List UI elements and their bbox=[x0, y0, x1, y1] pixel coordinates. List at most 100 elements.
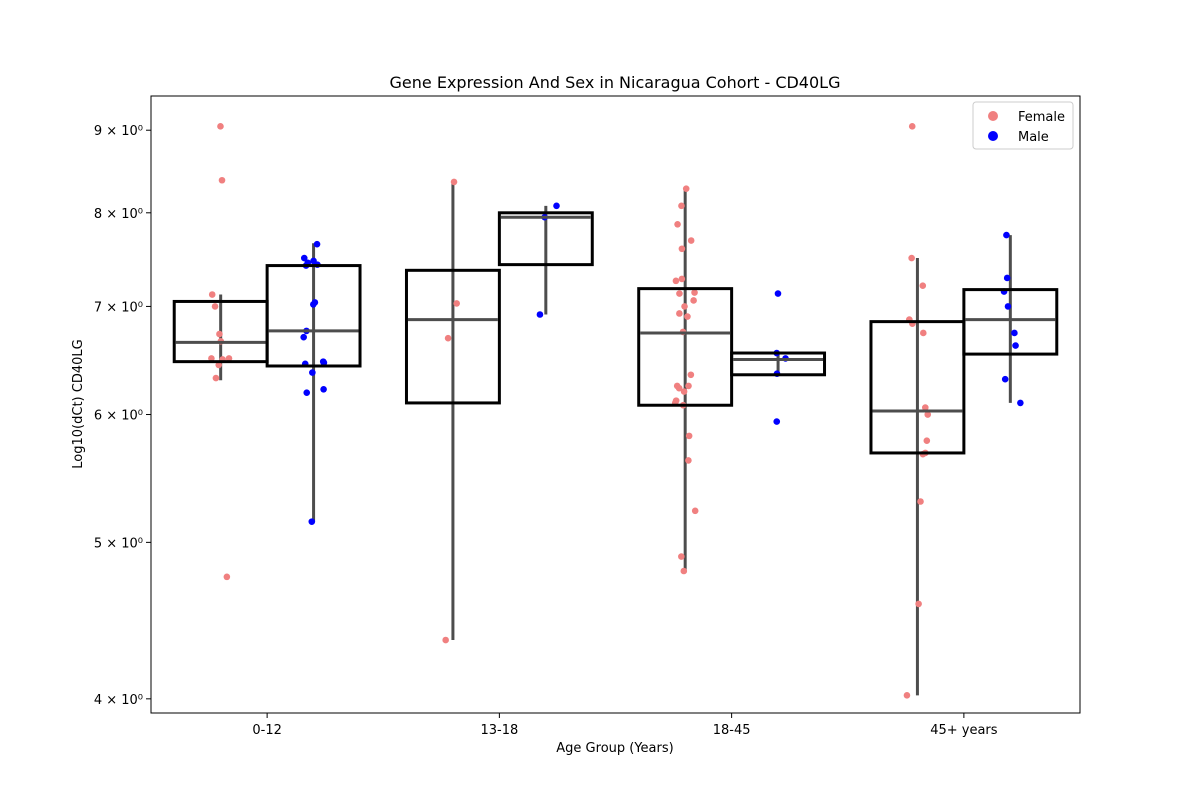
data-point-6-7 bbox=[924, 411, 932, 418]
data-point-1-1 bbox=[300, 254, 308, 262]
data-point-4-15 bbox=[685, 382, 692, 390]
data-point-0-11 bbox=[223, 573, 231, 581]
y-tick-label-0: 4 × 10⁰ bbox=[94, 693, 143, 708]
data-point-4-8 bbox=[676, 290, 683, 297]
data-point-4-2 bbox=[674, 220, 681, 228]
data-point-0-7 bbox=[225, 355, 233, 362]
box-group-4 bbox=[637, 185, 734, 575]
data-point-0-3 bbox=[211, 303, 219, 310]
data-point-4-23 bbox=[685, 457, 692, 464]
data-point-0-4 bbox=[216, 330, 223, 338]
box-2 bbox=[404, 268, 501, 405]
data-point-6-6 bbox=[922, 404, 929, 411]
data-point-4-11 bbox=[676, 310, 683, 317]
box-1 bbox=[265, 264, 362, 368]
data-point-0-9 bbox=[215, 361, 223, 369]
data-point-1-14 bbox=[320, 385, 327, 393]
box-5 bbox=[730, 351, 827, 377]
chart-title: Gene Expression And Sex in Nicaragua Coh… bbox=[390, 73, 841, 92]
box-group-1 bbox=[265, 240, 362, 525]
data-point-0-1 bbox=[218, 176, 226, 184]
data-point-7-5 bbox=[1012, 342, 1019, 349]
data-point-1-0 bbox=[313, 240, 321, 248]
data-point-6-8 bbox=[923, 437, 931, 445]
data-point-5-4 bbox=[773, 418, 781, 425]
data-point-4-3 bbox=[687, 237, 695, 244]
data-point-1-7 bbox=[309, 301, 317, 308]
legend-frame bbox=[972, 101, 1074, 150]
legend: Female Male bbox=[972, 101, 1074, 150]
plot-area: 4 × 10⁰ 5 × 10⁰ 6 × 10⁰ 7 × 10⁰ 8 × 10⁰ 9 × 1… bbox=[94, 123, 1059, 738]
data-point-4-7 bbox=[691, 289, 698, 296]
data-point-0-10 bbox=[212, 374, 220, 382]
data-point-0-0 bbox=[217, 123, 224, 130]
y-axis-label: Log10(dCt) CD40LG bbox=[71, 339, 86, 468]
data-point-7-4 bbox=[1011, 329, 1018, 337]
box-group-5 bbox=[730, 290, 827, 425]
box-6 bbox=[869, 320, 966, 455]
legend-label-1: Male bbox=[1018, 130, 1049, 145]
legend-marker-0 bbox=[988, 111, 998, 121]
x-tick-label-3: 45+ years bbox=[930, 723, 998, 738]
data-point-6-5 bbox=[919, 329, 927, 337]
box-group-6 bbox=[869, 123, 966, 699]
x-tick-label-0: 0-12 bbox=[252, 723, 282, 738]
data-point-4-25 bbox=[678, 553, 685, 560]
data-point-3-2 bbox=[536, 311, 544, 318]
data-point-4-9 bbox=[690, 297, 697, 304]
x-tick-label-1: 13-18 bbox=[480, 723, 518, 738]
data-point-6-12 bbox=[915, 600, 922, 608]
y-tick-label-2: 6 × 10⁰ bbox=[94, 409, 143, 424]
box-group-7 bbox=[962, 231, 1059, 407]
data-point-2-1 bbox=[453, 300, 461, 307]
data-point-1-16 bbox=[308, 518, 316, 525]
data-point-7-7 bbox=[1017, 399, 1024, 407]
data-point-4-14 bbox=[687, 371, 695, 379]
data-point-1-9 bbox=[300, 333, 307, 341]
legend-label-0: Female bbox=[1018, 110, 1065, 125]
data-point-5-0 bbox=[774, 290, 782, 297]
data-point-1-15 bbox=[303, 389, 311, 396]
box-3 bbox=[497, 211, 594, 267]
data-point-4-0 bbox=[682, 185, 690, 192]
data-point-6-11 bbox=[917, 498, 924, 505]
data-point-4-17 bbox=[675, 384, 683, 392]
y-tick-label-1: 5 × 10⁰ bbox=[94, 536, 143, 551]
data-point-1-11 bbox=[320, 359, 328, 367]
data-point-4-18 bbox=[680, 388, 688, 395]
data-point-4-5 bbox=[678, 275, 686, 283]
data-point-0-2 bbox=[208, 291, 216, 298]
data-point-3-0 bbox=[553, 202, 560, 210]
box-4 bbox=[637, 287, 734, 407]
data-point-2-2 bbox=[444, 334, 452, 342]
data-point-4-4 bbox=[678, 245, 686, 253]
data-point-4-10 bbox=[681, 303, 688, 310]
data-point-2-3 bbox=[442, 636, 449, 644]
data-point-6-13 bbox=[903, 692, 911, 699]
data-point-7-0 bbox=[1003, 231, 1010, 239]
data-point-4-22 bbox=[685, 432, 693, 440]
data-point-0-6 bbox=[208, 355, 215, 362]
plot-frame bbox=[150, 95, 1081, 714]
data-point-4-1 bbox=[678, 202, 685, 210]
data-point-4-6 bbox=[672, 277, 680, 285]
box-7 bbox=[962, 288, 1059, 356]
data-point-6-1 bbox=[908, 254, 915, 262]
data-point-7-1 bbox=[1003, 274, 1011, 282]
data-point-6-0 bbox=[908, 123, 916, 130]
y-tick-label-3: 7 × 10⁰ bbox=[94, 300, 143, 315]
x-axis-label: Age Group (Years) bbox=[556, 741, 673, 756]
box-group-2 bbox=[404, 178, 501, 644]
data-point-2-0 bbox=[450, 178, 458, 186]
y-tick-label-5: 9 × 10⁰ bbox=[94, 124, 143, 139]
legend-marker-1 bbox=[988, 131, 998, 141]
data-point-6-2 bbox=[919, 282, 927, 290]
data-point-7-3 bbox=[1004, 303, 1012, 310]
data-point-7-6 bbox=[1001, 375, 1009, 383]
data-point-4-24 bbox=[691, 507, 699, 515]
data-point-4-26 bbox=[680, 567, 688, 575]
data-point-1-13 bbox=[309, 369, 316, 376]
box-group-3 bbox=[497, 202, 594, 318]
data-point-4-12 bbox=[684, 313, 691, 320]
